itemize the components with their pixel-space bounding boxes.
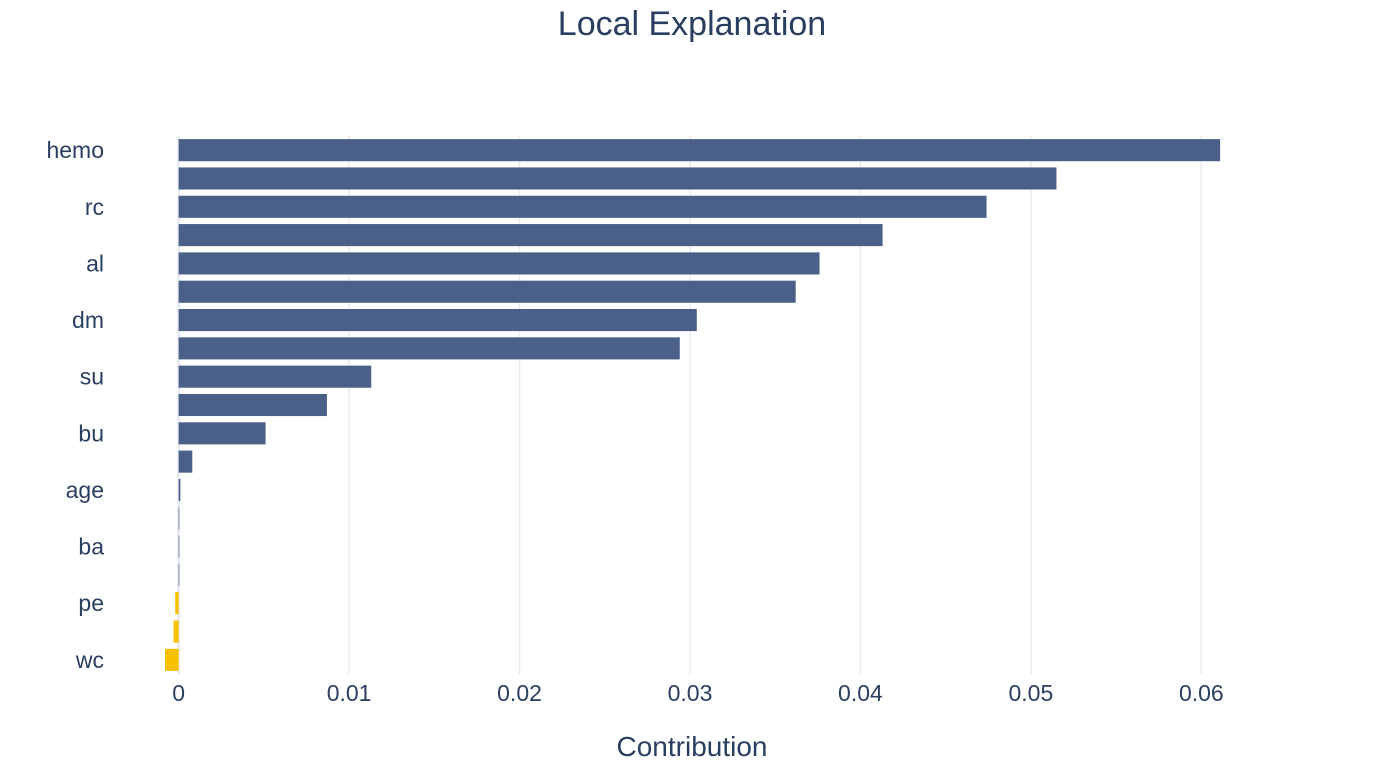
bar-3: [178, 224, 883, 247]
bar-6: [178, 309, 697, 332]
x-tick-label: 0.03: [668, 680, 713, 706]
bar-13: [178, 507, 180, 530]
y-tick-label: wc: [75, 647, 104, 673]
y-tick-label: al: [86, 250, 104, 276]
y-tick-label: hemo: [46, 137, 104, 163]
chart-title: Local Explanation: [558, 5, 826, 43]
bar-9: [178, 393, 327, 417]
x-tick-label: 0: [172, 680, 185, 706]
bar-5: [178, 280, 796, 303]
bar-4: [178, 252, 820, 275]
y-tick-label: ba: [78, 534, 104, 560]
x-tick-label: 0.04: [838, 680, 883, 706]
y-tick-labels: hemo rc al dm su bu age ba pe wc: [46, 137, 104, 673]
y-tick-label: dm: [72, 307, 104, 333]
y-tick-label: su: [80, 364, 104, 390]
bar-16: [175, 592, 179, 615]
bar-12: [178, 478, 181, 501]
x-axis-title: Contribution: [617, 731, 768, 762]
bar-11: [178, 450, 193, 473]
bar-1: [178, 167, 1057, 190]
y-tick-label: rc: [85, 194, 104, 220]
x-tick-labels: 0 0.01 0.02 0.03 0.04 0.05 0.06: [172, 680, 1223, 706]
y-tick-label: pe: [78, 590, 104, 616]
bar-0: [178, 139, 1221, 162]
y-tick-label: age: [66, 477, 104, 503]
x-tick-label: 0.02: [497, 680, 542, 706]
bar-17: [173, 620, 179, 643]
x-tick-label: 0.06: [1179, 680, 1224, 706]
y-tick-label: bu: [78, 420, 104, 446]
bar-8: [178, 365, 372, 388]
bar-14: [178, 535, 180, 558]
bar-15: [178, 563, 180, 586]
bar-2: [178, 195, 987, 218]
bar-7: [178, 337, 680, 360]
bar-10: [178, 422, 266, 445]
bars: [165, 139, 1221, 671]
x-tick-label: 0.05: [1009, 680, 1054, 706]
x-tick-label: 0.01: [327, 680, 372, 706]
bar-18: [165, 648, 179, 671]
